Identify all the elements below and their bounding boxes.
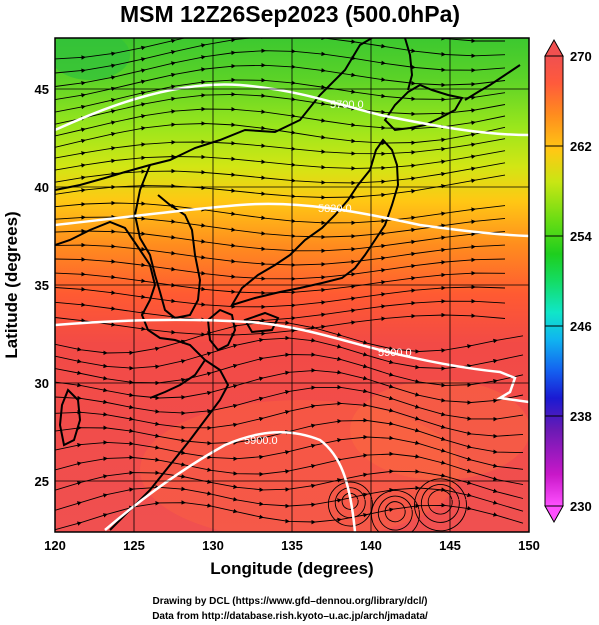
coastline-hokkaido <box>383 83 464 132</box>
coastline-kyushu <box>206 308 237 352</box>
streamline <box>327 481 373 527</box>
colorbar-tick-label: 254 <box>570 229 592 244</box>
colorbar-scale <box>544 55 564 507</box>
streamline <box>334 487 366 519</box>
streamline <box>341 492 359 510</box>
y-axis-label: Latitude (degrees) <box>2 211 21 358</box>
y-tick-label: 25 <box>35 474 49 489</box>
streamline <box>371 490 420 532</box>
y-tick-label: 30 <box>35 376 49 391</box>
credit-drawing: Drawing by DCL (https://www.gfd–dennou.o… <box>152 596 427 607</box>
contour-5900-north <box>55 318 529 404</box>
x-tick-label: 150 <box>518 538 540 553</box>
contour-label-5900-north: 5900.0 <box>378 347 412 359</box>
contour-label-5900-south: 5900.0 <box>244 435 278 447</box>
grid-lines <box>55 38 529 532</box>
streamline <box>427 489 453 515</box>
coastline-sakhalin <box>404 38 414 91</box>
streamline <box>55 434 524 470</box>
y-tick-label: 35 <box>35 278 49 293</box>
streamline <box>420 484 460 523</box>
streamline <box>55 174 506 200</box>
x-tick-label: 130 <box>202 538 224 553</box>
contour-5820 <box>55 202 529 238</box>
contour-label-5700: 5700.0 <box>330 99 364 111</box>
colorbar-tick-label: 238 <box>570 409 592 424</box>
colorbar-top-arrow <box>544 38 564 57</box>
contour-5900-south <box>104 430 357 532</box>
coastlines <box>55 38 521 531</box>
y-tick-label: 40 <box>35 180 49 195</box>
x-tick-label: 135 <box>281 538 303 553</box>
x-tick-label: 140 <box>360 538 382 553</box>
x-tick-label: 145 <box>439 538 461 553</box>
streamline <box>55 150 506 171</box>
y-tick-label: 45 <box>35 82 49 97</box>
colorbar-tick-label: 246 <box>570 319 592 334</box>
x-tick-label: 125 <box>123 538 145 553</box>
streamline <box>55 138 506 159</box>
coastline-continent <box>55 38 373 191</box>
coastline-taiwan <box>58 388 82 447</box>
x-axis-ticks: 120 125 130 135 140 145 150 <box>44 538 540 553</box>
colorbar-tick-label: 270 <box>570 49 592 64</box>
contour-label-5820: 5820.0 <box>318 203 352 215</box>
x-tick-label: 120 <box>44 538 66 553</box>
credit-data: Data from http://database.rish.kyoto–u.a… <box>152 611 428 622</box>
y-axis-ticks: 25 30 35 40 45 <box>35 82 49 489</box>
coastline-china-east <box>55 220 230 531</box>
coastline-honshu <box>229 138 400 307</box>
coastline-ryukyu <box>149 359 206 399</box>
colorbar-tick-label: 262 <box>570 139 592 154</box>
colorbar: 230 238 246 254 262 270 <box>544 38 592 524</box>
x-axis-label: Longitude (degrees) <box>210 559 373 578</box>
plot-frame <box>54 37 530 533</box>
streamline <box>384 501 406 523</box>
coastline-kurils <box>464 64 521 101</box>
coastline-korea <box>133 164 202 320</box>
colorbar-ticks: 230 238 246 254 262 270 <box>545 49 592 514</box>
colorbar-bottom-arrow <box>544 505 564 524</box>
map-title: MSM 12Z26Sep2023 (500.0hPa) <box>120 1 460 27</box>
streamline <box>377 495 413 531</box>
colorbar-tick-label: 230 <box>570 499 592 514</box>
